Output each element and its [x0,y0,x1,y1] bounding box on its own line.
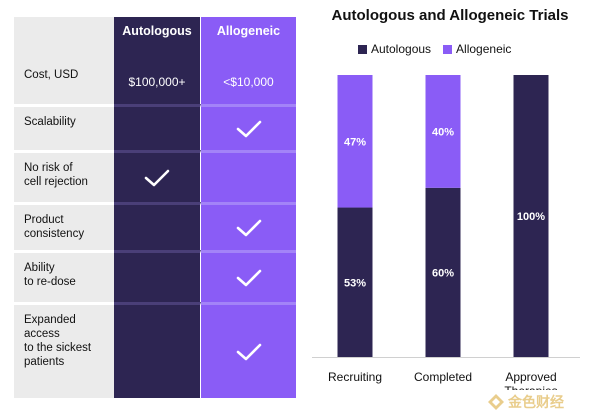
x-tick-label: Approved [505,370,556,384]
cell-allogeneic [201,302,296,398]
row-label: No risk of cell rejection [14,150,114,202]
row-label: Scalability [14,104,114,150]
cell-autologous: $100,000+ [114,60,201,104]
bar-allogeneic-1 [425,75,461,188]
row-label: Product consistency [14,202,114,250]
bar-autologous-0 [337,207,373,357]
cell-value-autologous: $100,000+ [128,75,186,89]
row-label: Expanded access to the sickest patients [14,302,114,398]
table-row-cost: Cost, USD $100,000+ <$10,000 [14,60,296,104]
table-header-row: Autologous Allogeneic [14,17,296,60]
check-icon [236,343,261,360]
row-label: Ability to re-dose [14,250,114,302]
table-row-no-rejection: No risk of cell rejection [14,150,296,202]
legend-label-autologous: Autologous [371,42,432,56]
chart-title: Autologous and Allogeneic Trials [331,7,569,24]
legend-item-autologous: Autologous [358,42,431,56]
cell-autologous [114,150,201,202]
header-empty-cell [14,17,114,60]
cell-allogeneic [201,202,296,250]
bar-autologous-2 [513,75,549,357]
table-row-consistency: Product consistency [14,202,296,250]
x-tick-label: Completed [414,370,472,384]
check-icon [144,169,170,186]
cell-allogeneic [201,250,296,302]
check-icon [236,219,261,236]
data-label: 47% [344,136,366,148]
x-tick-label: Therapies [504,384,557,390]
comparison-table: Autologous Allogeneic Cost, USD $100,000+… [14,17,296,398]
bar-allogeneic-0 [337,75,373,208]
header-autologous: Autologous [114,17,201,60]
x-tick-label: Recruiting [328,370,382,384]
check-icon [236,269,261,286]
table-row-scalability: Scalability [14,104,296,150]
cell-value-allogeneic: <$10,000 [223,75,274,89]
check-icon [236,120,261,137]
cell-allogeneic [201,104,296,150]
data-label: 53% [344,277,366,289]
cell-autologous [114,250,201,302]
cell-allogeneic [201,150,296,202]
data-label: 60% [432,267,454,279]
chart-plot: 53% 47% 60% 40% 100% Recruiting Completed Appro… [312,75,580,390]
data-label: 100% [517,211,545,223]
header-allogeneic: Allogeneic [201,17,296,60]
watermark-text: 金色财经 [508,394,564,410]
watermark: 金色财经 [487,392,564,412]
cell-allogeneic: <$10,000 [201,60,296,104]
data-label: 40% [432,126,454,138]
cell-autologous [114,202,201,250]
chart-legend: Autologous Allogeneic [358,42,523,56]
legend-swatch-allogeneic [443,44,453,54]
table-row-redose: Ability to re-dose [14,250,296,302]
cell-autologous [114,302,201,398]
table-row-expanded-access: Expanded access to the sickest patients [14,302,296,398]
legend-swatch-autologous [358,44,367,54]
row-label: Cost, USD [14,60,114,104]
legend-item-allogeneic: Allogeneic [443,42,511,56]
gold-logo-icon [488,394,504,410]
legend-label-allogeneic: Allogeneic [456,42,512,56]
cell-autologous [114,104,201,150]
bar-autologous-1 [425,187,461,357]
